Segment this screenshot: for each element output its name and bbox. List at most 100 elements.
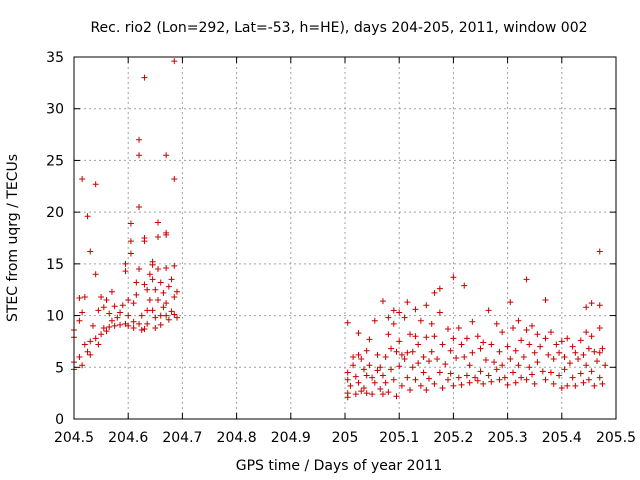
data-point bbox=[163, 229, 170, 236]
data-point bbox=[542, 335, 549, 342]
data-point bbox=[556, 372, 563, 379]
data-point bbox=[377, 364, 384, 371]
data-point bbox=[163, 152, 170, 159]
data-point bbox=[363, 372, 370, 379]
data-point bbox=[157, 321, 164, 328]
data-point bbox=[423, 302, 430, 309]
data-point bbox=[455, 374, 462, 381]
data-point bbox=[141, 326, 148, 333]
data-point bbox=[106, 310, 113, 317]
data-point bbox=[100, 304, 107, 311]
data-point bbox=[493, 320, 500, 327]
data-point bbox=[507, 356, 514, 363]
x-axis-ticks: 204.5 204.6 204.7 204.8 204.9 205 205.1 205.2 20… bbox=[54, 57, 636, 446]
data-point bbox=[369, 391, 376, 398]
data-point bbox=[504, 343, 511, 350]
data-point bbox=[534, 331, 541, 338]
data-point bbox=[531, 380, 538, 387]
data-point bbox=[146, 297, 153, 304]
data-point bbox=[352, 373, 359, 380]
data-point bbox=[396, 309, 403, 316]
data-point bbox=[553, 341, 560, 348]
data-point bbox=[404, 374, 411, 381]
y-tick-label: 30 bbox=[46, 102, 64, 118]
data-point bbox=[157, 279, 164, 286]
data-point bbox=[393, 393, 400, 400]
data-point bbox=[542, 297, 549, 304]
data-point bbox=[434, 356, 441, 363]
data-point bbox=[398, 351, 405, 358]
data-point bbox=[390, 307, 397, 314]
data-point bbox=[407, 331, 414, 338]
data-points bbox=[71, 58, 609, 401]
data-point bbox=[111, 303, 118, 310]
data-point bbox=[171, 293, 178, 300]
data-point bbox=[363, 347, 370, 354]
data-point bbox=[515, 317, 522, 324]
data-point bbox=[431, 333, 438, 340]
data-point bbox=[398, 382, 405, 389]
data-point bbox=[572, 382, 579, 389]
data-point bbox=[358, 356, 365, 363]
data-point bbox=[417, 317, 424, 324]
data-point bbox=[149, 307, 156, 314]
data-point bbox=[515, 362, 522, 369]
data-point bbox=[417, 382, 424, 389]
data-point bbox=[87, 248, 94, 255]
data-point bbox=[528, 322, 535, 329]
data-point bbox=[144, 320, 151, 327]
data-point bbox=[122, 260, 129, 267]
data-point bbox=[588, 300, 595, 307]
data-point bbox=[136, 136, 143, 143]
x-tick-label: 205.2 bbox=[433, 430, 473, 446]
data-point bbox=[84, 213, 91, 220]
data-point bbox=[87, 338, 94, 345]
y-tick-label: 35 bbox=[46, 50, 64, 66]
x-axis-label: GPS time / Days of year 2011 bbox=[236, 458, 443, 474]
data-point bbox=[355, 379, 362, 386]
data-point bbox=[125, 322, 132, 329]
data-point bbox=[588, 333, 595, 340]
data-point bbox=[575, 356, 582, 363]
data-point bbox=[480, 339, 487, 346]
data-point bbox=[583, 329, 590, 336]
data-point bbox=[577, 370, 584, 377]
data-point bbox=[510, 324, 517, 331]
data-point bbox=[455, 324, 462, 331]
data-point bbox=[352, 391, 359, 398]
data-point bbox=[528, 371, 535, 378]
data-point bbox=[152, 324, 159, 331]
data-point bbox=[114, 314, 121, 321]
data-point bbox=[469, 349, 476, 356]
data-point bbox=[439, 341, 446, 348]
x-tick-label: 204.9 bbox=[271, 430, 311, 446]
data-point bbox=[401, 314, 408, 321]
data-point bbox=[485, 307, 492, 314]
data-point bbox=[136, 320, 143, 327]
data-point bbox=[409, 348, 416, 355]
data-point bbox=[133, 291, 140, 298]
data-point bbox=[396, 363, 403, 370]
data-point bbox=[108, 288, 115, 295]
data-point bbox=[510, 369, 517, 376]
data-point bbox=[547, 369, 554, 376]
data-point bbox=[390, 320, 397, 327]
data-point bbox=[117, 309, 124, 316]
data-point bbox=[458, 381, 465, 388]
data-point bbox=[453, 354, 460, 361]
data-point bbox=[523, 327, 530, 334]
data-point bbox=[512, 347, 519, 354]
data-point bbox=[499, 362, 506, 369]
data-point bbox=[466, 362, 473, 369]
data-point bbox=[488, 378, 495, 385]
data-point bbox=[472, 374, 479, 381]
data-point bbox=[512, 379, 519, 386]
data-point bbox=[81, 341, 88, 348]
data-point bbox=[165, 283, 172, 290]
data-point bbox=[485, 372, 492, 379]
data-point bbox=[450, 274, 457, 281]
data-point bbox=[136, 203, 143, 210]
data-point bbox=[155, 219, 162, 226]
data-point bbox=[141, 281, 148, 288]
data-point bbox=[347, 382, 354, 389]
